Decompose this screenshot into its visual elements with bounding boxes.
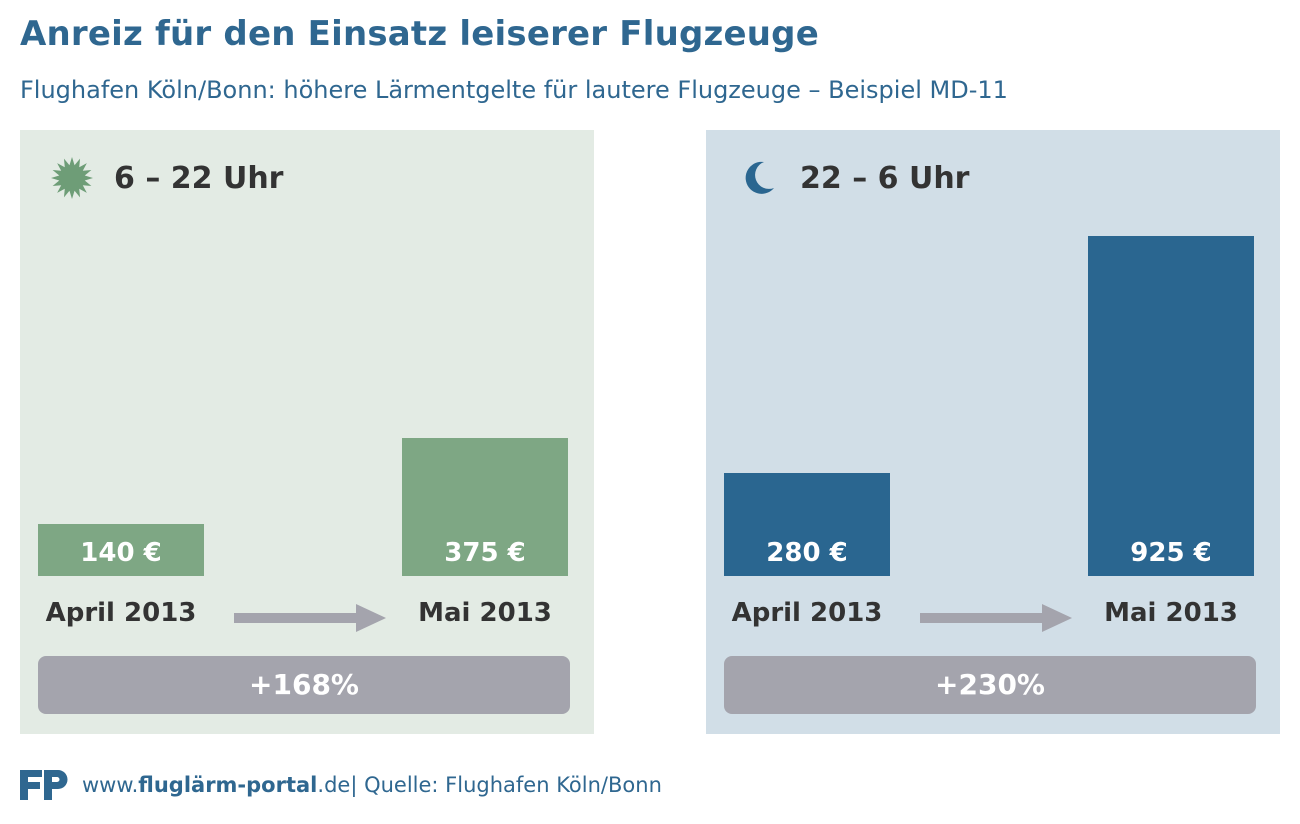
chart-subtitle: Flughafen Köln/Bonn: höhere Lärmentgelte… bbox=[20, 76, 1008, 104]
night-category-label-mai: Mai 2013 bbox=[1104, 598, 1238, 628]
arrow-right-icon bbox=[234, 604, 386, 632]
night-category-label-april: April 2013 bbox=[731, 598, 883, 628]
day-bar-value-label: 375 € bbox=[444, 538, 526, 568]
day-change-badge: +168% bbox=[38, 656, 570, 714]
night-panel: 22 – 6 Uhr 280 € 925 € April 2013 Mai 201… bbox=[706, 130, 1280, 734]
footer-source: | Quelle: Flughafen Köln/Bonn bbox=[350, 773, 662, 797]
day-bar-value-label: 140 € bbox=[80, 537, 162, 568]
night-bar-value-label: 925 € bbox=[1130, 537, 1212, 568]
day-bars: 140 € 375 € bbox=[20, 130, 594, 734]
footer-website-link[interactable]: www.fluglärm-portal.de bbox=[82, 773, 351, 797]
night-bar-april: 280 € bbox=[724, 472, 890, 576]
night-bar-value-label: 280 € bbox=[766, 537, 848, 568]
moon-icon bbox=[734, 158, 782, 198]
fluglaerm-portal-logo-icon bbox=[20, 770, 68, 800]
footer: www.fluglärm-portal.de | Quelle: Flughaf… bbox=[20, 770, 662, 800]
arrow-right-icon bbox=[920, 604, 1072, 632]
night-bars: 280 € 925 € bbox=[706, 130, 1280, 734]
chart-title: Anreiz für den Einsatz leiserer Flugzeug… bbox=[20, 14, 819, 54]
day-category-label-april: April 2013 bbox=[45, 598, 197, 628]
day-panel: 6 – 22 Uhr 140 € 375 € April 2013 Mai 201… bbox=[20, 130, 594, 734]
night-panel-header: 22 – 6 Uhr bbox=[734, 158, 969, 198]
night-panel-title: 22 – 6 Uhr bbox=[800, 160, 970, 196]
day-category-label-mai: Mai 2013 bbox=[418, 598, 552, 628]
day-panel-title: 6 – 22 Uhr bbox=[114, 160, 284, 196]
day-bar-april: 140 € bbox=[38, 524, 204, 576]
night-change-badge: +230% bbox=[724, 656, 1256, 714]
sun-icon bbox=[48, 157, 96, 199]
night-bar-mai: 925 € bbox=[1088, 235, 1254, 576]
day-bar-mai: 375 € bbox=[402, 438, 568, 576]
day-panel-header: 6 – 22 Uhr bbox=[48, 157, 284, 199]
